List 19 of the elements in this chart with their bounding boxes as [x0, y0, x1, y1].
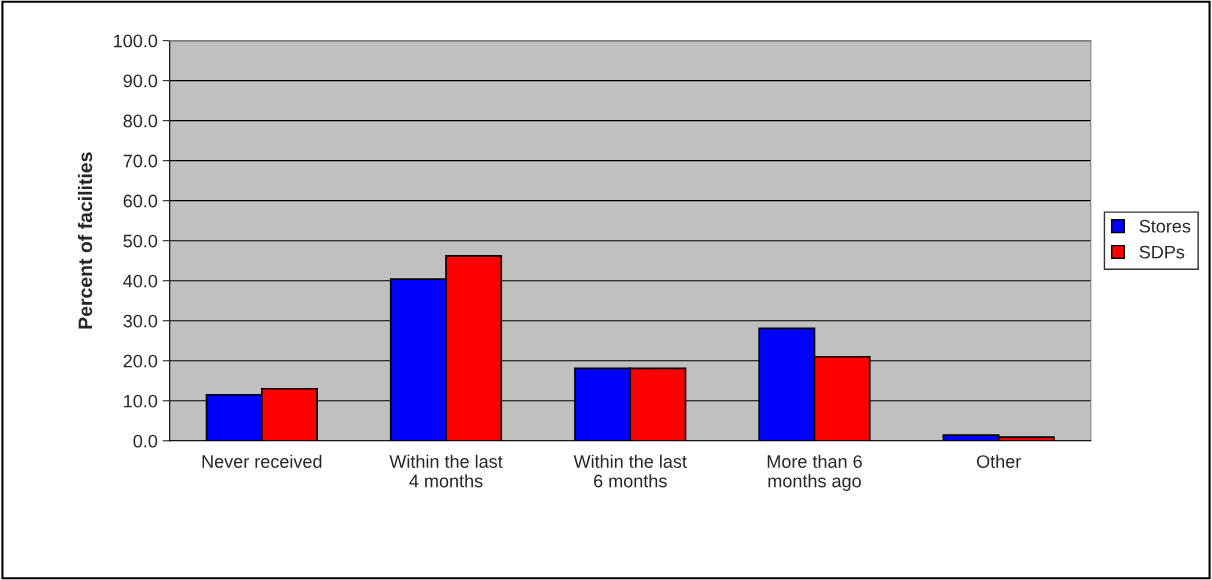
- legend-label: Stores: [1139, 219, 1191, 233]
- x-tick-label: Within the last 6 months: [573, 454, 687, 488]
- y-tick-label: 10.0: [124, 394, 158, 408]
- y-tick-label: 80.0: [123, 114, 158, 128]
- y-axis-title: Percent of facilities: [77, 152, 93, 329]
- y-tick-label: 70.0: [123, 154, 158, 168]
- legend-label: SDPs: [1139, 245, 1185, 259]
- x-tick-label: Other: [976, 454, 1021, 468]
- y-tick-label: 0.0: [133, 434, 158, 448]
- x-tick-label: More than 6 months ago: [767, 454, 862, 491]
- x-tick-label: Within the last 4 months: [389, 454, 503, 488]
- y-tick-label: 20.0: [123, 354, 158, 368]
- y-tick-label: 60.0: [123, 194, 158, 208]
- y-tick-label: 100.0: [114, 34, 158, 48]
- y-tick-label: 30.0: [123, 314, 158, 328]
- y-tick-label: 90.0: [123, 74, 158, 88]
- y-tick-label: 50.0: [123, 234, 158, 248]
- y-tick-label: 40.0: [123, 274, 158, 288]
- x-tick-label: Never received: [202, 454, 322, 468]
